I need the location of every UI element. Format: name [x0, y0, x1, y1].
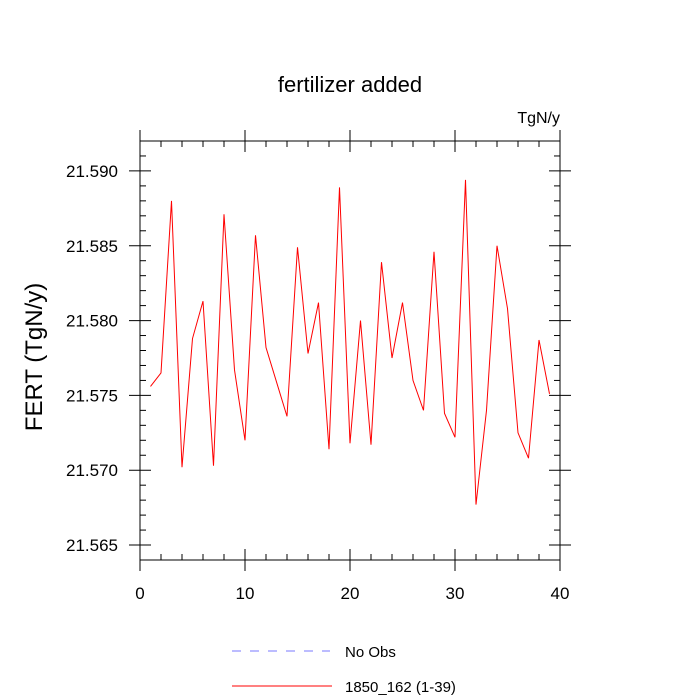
y-axis-label: FERT (TgN/y)	[21, 283, 48, 431]
x-tick-label: 0	[135, 584, 144, 603]
units-label: TgN/y	[517, 110, 560, 127]
y-tick-label: 21.590	[66, 162, 118, 181]
legend: No Obs 1850_162 (1-39)	[232, 644, 456, 696]
x-tick-label: 30	[446, 584, 465, 603]
y-tick-label: 21.570	[66, 461, 118, 480]
plot-frame	[139, 140, 561, 561]
series-layer	[150, 179, 550, 505]
x-tick-label: 40	[551, 584, 570, 603]
y-tick-labels: 21.565 21.570 21.575 21.580 21.585 21.590	[66, 162, 118, 555]
y-tick-label: 21.580	[66, 312, 118, 331]
x-tick-label: 10	[236, 584, 255, 603]
y-tick-label: 21.565	[66, 536, 118, 555]
legend-label-no-obs: No Obs	[345, 644, 396, 661]
y-tick-label: 21.575	[66, 386, 118, 405]
legend-label-series: 1850_162 (1-39)	[345, 679, 456, 696]
x-ticks	[139, 130, 561, 571]
series-line	[150, 179, 550, 505]
chart-title: fertilizer added	[278, 72, 422, 97]
x-tick-label: 20	[341, 584, 360, 603]
y-ticks	[129, 155, 571, 546]
y-tick-label: 21.585	[66, 237, 118, 256]
x-tick-labels: 0 10 20 30 40	[135, 584, 569, 603]
